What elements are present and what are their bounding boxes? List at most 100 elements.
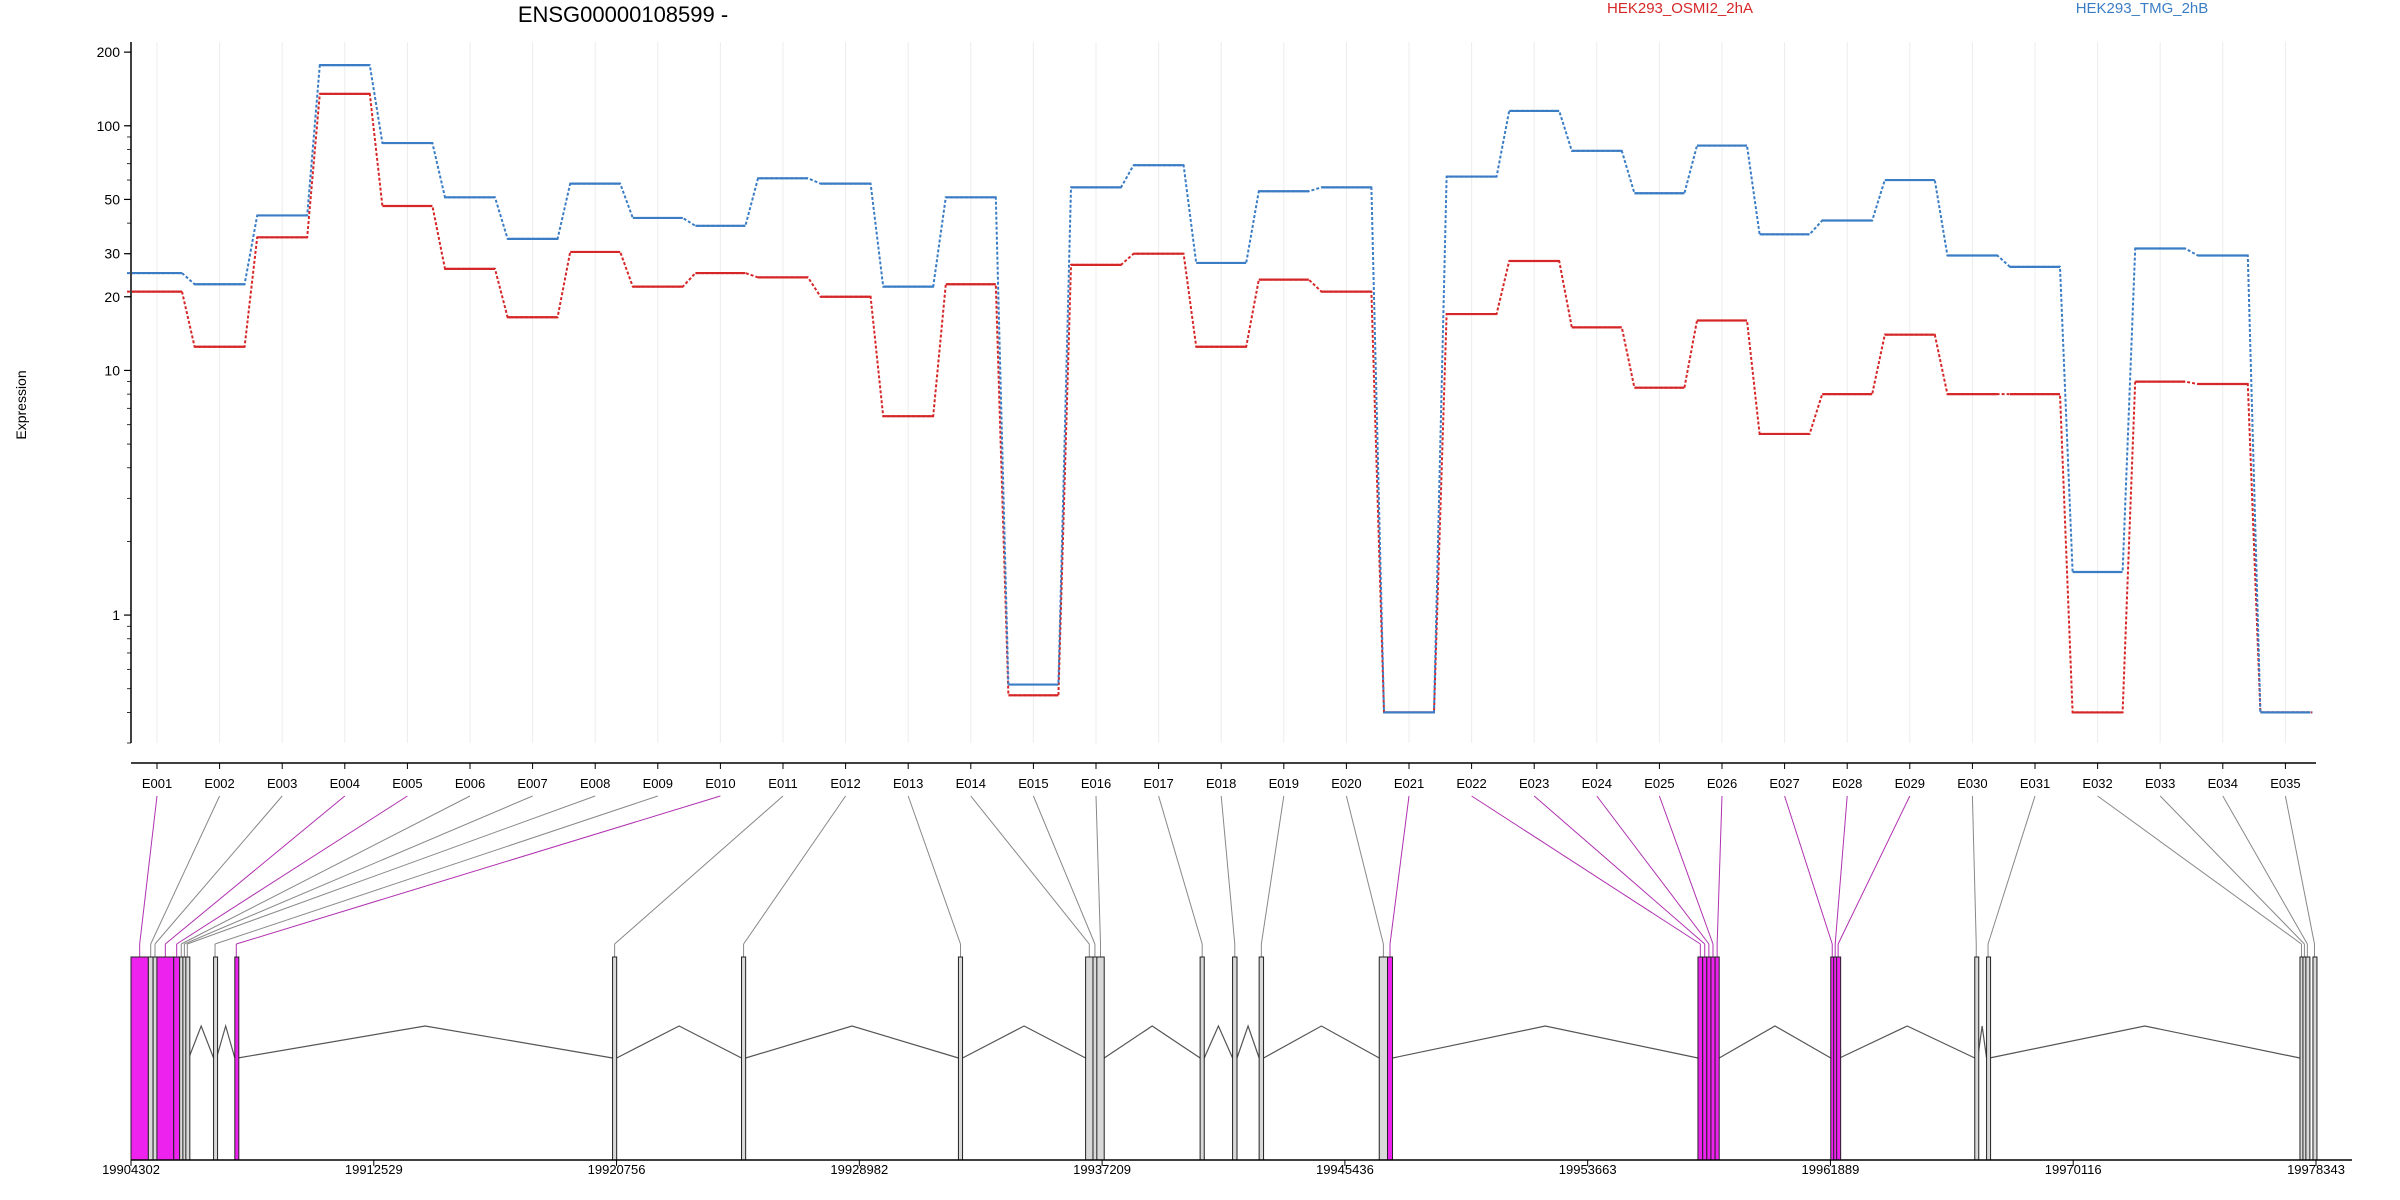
- exon-connector-E006: [181, 795, 471, 945]
- exon-connector-E010: [236, 795, 721, 945]
- exon-block-E031: [1986, 956, 1992, 1161]
- intron-line: [188, 1024, 215, 1059]
- exon-connector-E016: [1095, 795, 1102, 945]
- x-tick-label: E010: [705, 776, 735, 791]
- exon-block-E035: [2312, 956, 2318, 1161]
- exon-block-E022: [1697, 956, 1704, 1161]
- x-tick-label: E030: [1957, 776, 1987, 791]
- exon-connector-E018: [1220, 795, 1236, 945]
- x-tick-label: E008: [580, 776, 610, 791]
- exon-connector-E021: [1389, 795, 1410, 945]
- exon-block-E005: [173, 956, 181, 1161]
- x-tick-label: E015: [1018, 776, 1048, 791]
- series-lines: [127, 64, 2313, 714]
- x-tick-label: E001: [142, 776, 172, 791]
- exon-block-E020: [1378, 956, 1389, 1161]
- exon-connector-E033: [2159, 795, 2305, 945]
- genomic-tick-label: 19953663: [1559, 1162, 1617, 1177]
- exon-block-E011: [612, 956, 618, 1161]
- intron-line: [745, 1025, 959, 1059]
- exon-block-E018: [1232, 956, 1238, 1161]
- exon-connector-E001: [139, 795, 158, 945]
- y-tick-label: 20: [104, 289, 120, 305]
- exon-block-E019: [1258, 956, 1265, 1161]
- intron-line: [1236, 1024, 1260, 1059]
- x-tick-label: E017: [1143, 776, 1173, 791]
- genomic-tick-label: 19978343: [2287, 1162, 2345, 1177]
- exon-connector-E020: [1345, 795, 1384, 945]
- y-tick-label: 100: [97, 118, 121, 134]
- x-tick-label: E025: [1644, 776, 1674, 791]
- genomic-tick-label: 19904302: [102, 1162, 160, 1177]
- series-line-1: [127, 92, 2313, 714]
- exon-connector-E026: [1716, 795, 1723, 945]
- intron-line: [1203, 1024, 1234, 1059]
- x-tick-label: E027: [1769, 776, 1799, 791]
- series-line-2: [127, 64, 2313, 714]
- exon-block-E030: [1974, 956, 1980, 1161]
- y-tick-label: 30: [104, 246, 120, 262]
- intron-line: [1989, 1025, 2301, 1059]
- genomic-tick-label: 19937209: [1073, 1162, 1131, 1177]
- x-tick-label: E018: [1206, 776, 1236, 791]
- intron-line: [1392, 1025, 1699, 1059]
- exon-block-E021: [1387, 956, 1394, 1161]
- y-axis-label: Expression: [13, 370, 29, 439]
- x-tick-label: E007: [517, 776, 547, 791]
- exon-connector-E029: [1837, 795, 1911, 945]
- y-tick-label: 1: [112, 607, 120, 623]
- exon-connectors: [139, 795, 2315, 957]
- exon-block-E026: [1714, 956, 1720, 1161]
- exon-labels: E001 E002 E003 E004 E005 E006 E007 E008 E009 E010…: [142, 763, 2301, 791]
- x-tick-label: E004: [330, 776, 360, 791]
- exon-connector-E034: [2222, 795, 2308, 945]
- genomic-ticks: 19904302 19912529 19920756 19928982 19937209…: [102, 1160, 2345, 1177]
- exon-block-E001: [130, 956, 149, 1161]
- exon-block-E010: [234, 956, 240, 1161]
- exon-connector-E008: [187, 795, 596, 945]
- x-tick-label: E024: [1582, 776, 1612, 791]
- gene-model: [130, 956, 2318, 1161]
- exon-block-E009: [213, 956, 219, 1161]
- exon-connector-E030: [1971, 795, 1977, 945]
- exon-block-E008: [185, 956, 191, 1161]
- x-tick-label: E009: [643, 776, 673, 791]
- exon-connector-E023: [1533, 795, 1706, 945]
- genomic-tick-label: 19945436: [1316, 1162, 1374, 1177]
- exon-connector-E014: [970, 795, 1090, 945]
- y-tick-label: 50: [104, 191, 120, 207]
- x-tick-label: E013: [893, 776, 923, 791]
- y-tick-label: 10: [104, 362, 120, 378]
- exon-connector-E035: [2284, 795, 2315, 945]
- y-tick-label: 200: [97, 44, 121, 60]
- exon-connector-E011: [614, 795, 784, 945]
- intron-line: [1103, 1025, 1201, 1059]
- intron-line: [237, 1025, 613, 1059]
- exon-connector-E003: [154, 795, 283, 945]
- exon-connector-E012: [743, 795, 847, 945]
- exon-connector-E013: [907, 795, 961, 945]
- x-tick-label: E028: [1832, 776, 1862, 791]
- y-ticks: 1 10 20 30 50 100 200: [97, 44, 131, 744]
- exon-block-E024: [1706, 956, 1712, 1161]
- exon-connector-E028: [1834, 795, 1848, 945]
- exon-connector-E025: [1658, 795, 1714, 945]
- x-tick-label: E026: [1707, 776, 1737, 791]
- exon-connector-E024: [1596, 795, 1710, 945]
- exon-connector-E031: [1987, 795, 2036, 945]
- exon-connector-E027: [1784, 795, 1833, 945]
- vertical-gridlines: [156, 42, 2286, 743]
- exon-block-E002: [147, 956, 154, 1161]
- x-tick-label: E032: [2082, 776, 2112, 791]
- exon-connector-E005: [176, 795, 408, 945]
- intron-line: [1263, 1025, 1380, 1059]
- exon-connector-E002: [150, 795, 221, 945]
- exon-block-E025: [1710, 956, 1716, 1161]
- exon-connector-E007: [184, 795, 533, 945]
- x-tick-label: E020: [1331, 776, 1361, 791]
- exon-block-E014: [1085, 956, 1094, 1161]
- exon-connector-E017: [1158, 795, 1203, 945]
- exon-connector-E009: [214, 795, 658, 945]
- x-tick-label: E012: [830, 776, 860, 791]
- legend-series-2: HEK293_TMG_2hB: [2076, 0, 2209, 17]
